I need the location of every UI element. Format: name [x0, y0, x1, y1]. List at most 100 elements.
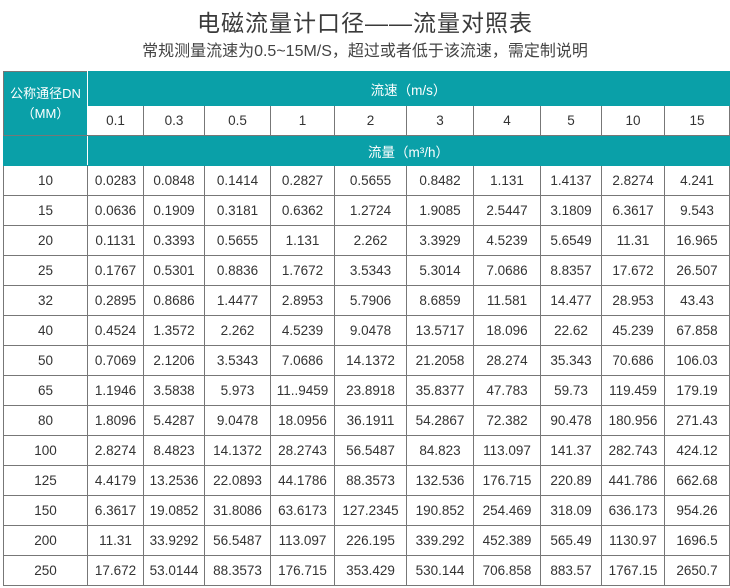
- flow-cell: 13.2536: [143, 465, 205, 496]
- flow-cell: 1.9085: [406, 195, 474, 226]
- flow-cell: 11..9459: [270, 375, 335, 406]
- table-row: 20 0.1131 0.3393 0.5655 1.131 2.262 3.3929 4.52…: [3, 225, 730, 256]
- flow-header: 流量（m³/h）: [86, 135, 730, 166]
- flow-cell: 565.49: [540, 525, 602, 556]
- flow-cell: 530.144: [406, 555, 474, 586]
- table-row: 32 0.2895 0.8686 1.4477 2.8953 5.7906 8.6859 11…: [3, 285, 730, 316]
- flow-cell: 2.8274: [601, 165, 665, 196]
- page-title: 电磁流量计口径——流量对照表: [197, 10, 533, 36]
- flow-cell: 132.536: [406, 465, 474, 496]
- flow-cell: 67.858: [663, 315, 730, 346]
- dn-cell: 32: [3, 285, 88, 316]
- flow-cell: 1.3572: [143, 315, 205, 346]
- flow-cell: 180.956: [601, 405, 665, 436]
- flow-cell: 1696.5: [663, 525, 730, 556]
- flow-cell: 59.73: [540, 375, 602, 406]
- table-row: 80 1.8096 5.4287 9.0478 18.0956 36.1911 54.286…: [3, 405, 730, 436]
- flow-cell: 1.2724: [334, 195, 407, 226]
- dn-cell: 65: [3, 375, 88, 406]
- flow-cell: 53.0144: [143, 555, 205, 586]
- flow-cell: 662.68: [663, 465, 730, 496]
- flow-cell: 0.3393: [143, 225, 205, 256]
- speed-cell: 0.3: [143, 105, 205, 136]
- flow-cell: 220.89: [540, 465, 602, 496]
- dn-cell: 50: [3, 345, 88, 376]
- flow-cell: 11.31: [601, 225, 665, 256]
- speed-cell: 4: [473, 105, 541, 136]
- flow-cell: 353.429: [334, 555, 407, 586]
- speed-header: 流速（m/s）: [86, 71, 730, 106]
- flow-cell: 1.4477: [204, 285, 271, 316]
- speed-cell: 1: [270, 105, 335, 136]
- flow-cell: 14.477: [540, 285, 602, 316]
- flow-cell: 0.2895: [87, 285, 144, 316]
- flow-cell: 3.3929: [406, 225, 474, 256]
- table-row: 200 11.31 33.9292 56.5487 113.097 226.195 339.…: [3, 525, 730, 556]
- flow-cell: 1.131: [270, 225, 335, 256]
- flow-cell: 0.2827: [270, 165, 335, 196]
- table-row: 100 2.8274 8.4823 14.1372 28.2743 56.5487 84.8…: [3, 435, 730, 466]
- flow-cell: 44.1786: [270, 465, 335, 496]
- flow-cell: 1.131: [473, 165, 541, 196]
- flow-cell: 2.262: [204, 315, 271, 346]
- flow-cell: 176.715: [473, 465, 541, 496]
- flow-table: 公称通径DN （MM） 流速（m/s） 0.1 0.3 0.5 1 2 3 4 5 10 15 流…: [3, 71, 730, 586]
- flow-cell: 26.507: [663, 255, 730, 286]
- dn-cell: 10: [3, 165, 88, 196]
- flow-cell: 28.274: [473, 345, 541, 376]
- flow-cell: 31.8086: [204, 495, 271, 526]
- flow-cell: 0.8836: [204, 255, 271, 286]
- page-subtitle: 常规测量流速为0.5~15M/S，超过或者低于该流速，需定制说明: [142, 43, 588, 60]
- flow-cell: 339.292: [406, 525, 474, 556]
- flow-cell: 28.953: [601, 285, 665, 316]
- flow-cell: 424.12: [663, 435, 730, 466]
- dn-cell: 80: [3, 405, 88, 436]
- flow-cell: 3.5343: [204, 345, 271, 376]
- flow-cell: 4.4179: [87, 465, 144, 496]
- flow-cell: 70.686: [601, 345, 665, 376]
- flow-cell: 28.2743: [270, 435, 335, 466]
- flow-cell: 56.5487: [204, 525, 271, 556]
- dn-header-label: 公称通径DN: [10, 85, 81, 101]
- dn-cell: 250: [3, 555, 88, 586]
- flow-cell: 88.3573: [334, 465, 407, 496]
- speed-cell: 3: [406, 105, 474, 136]
- dn-cell: 20: [3, 225, 88, 256]
- table-row: 150 6.3617 19.0852 31.8086 63.6173 127.2345 19…: [3, 495, 730, 526]
- flow-cell: 119.459: [601, 375, 665, 406]
- flow-cell: 0.4524: [87, 315, 144, 346]
- dn-cell: 125: [3, 465, 88, 496]
- flow-cell: 0.5655: [204, 225, 271, 256]
- flow-cell: 706.858: [473, 555, 541, 586]
- flow-cell: 1767.15: [601, 555, 665, 586]
- dn-cell: 40: [3, 315, 88, 346]
- flow-cell: 0.3181: [204, 195, 271, 226]
- table-row: 250 17.672 53.0144 88.3573 176.715 353.429 530…: [3, 555, 730, 586]
- flow-cell: 113.097: [270, 525, 335, 556]
- flow-cell: 18.096: [473, 315, 541, 346]
- flow-cell: 84.823: [406, 435, 474, 466]
- flow-cell: 63.6173: [270, 495, 335, 526]
- dn-cell: 25: [3, 255, 88, 286]
- flow-cell: 5.3014: [406, 255, 474, 286]
- table-row: 50 0.7069 2.1206 3.5343 7.0686 14.1372 21.2058…: [3, 345, 730, 376]
- flow-cell: 271.43: [663, 405, 730, 436]
- flow-cell: 1.7672: [270, 255, 335, 286]
- flow-cell: 190.852: [406, 495, 474, 526]
- flow-cell: 45.239: [601, 315, 665, 346]
- flow-cell: 7.0686: [270, 345, 335, 376]
- flow-cell: 8.4823: [143, 435, 205, 466]
- flow-cell: 0.1909: [143, 195, 205, 226]
- dn-cell: 100: [3, 435, 88, 466]
- dn-cell: 15: [3, 195, 88, 226]
- flow-cell: 0.5301: [143, 255, 205, 286]
- flow-cell: 9.0478: [334, 315, 407, 346]
- table-row: 10 0.0283 0.0848 0.1414 0.2827 0.5655 0.8482 1.…: [3, 165, 730, 196]
- flow-cell: 6.3617: [601, 195, 665, 226]
- flow-cell: 88.3573: [204, 555, 271, 586]
- flow-cell: 72.382: [473, 405, 541, 436]
- flow-cell: 16.965: [663, 225, 730, 256]
- flow-cell: 452.389: [473, 525, 541, 556]
- flow-cell: 176.715: [270, 555, 335, 586]
- flow-cell: 54.2867: [406, 405, 474, 436]
